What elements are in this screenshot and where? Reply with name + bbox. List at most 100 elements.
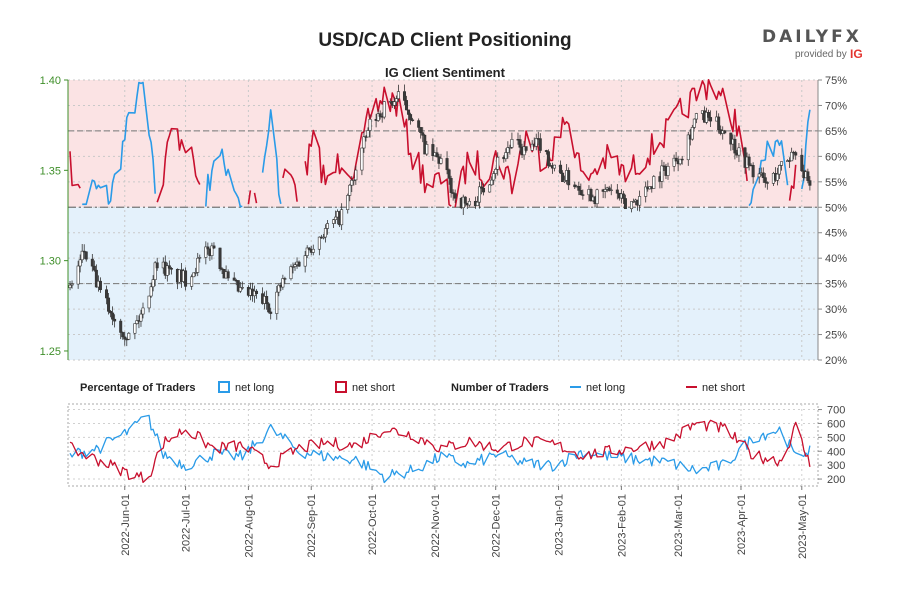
candle-down: [267, 303, 271, 313]
candle-up: [477, 186, 481, 203]
candle-up: [139, 313, 143, 322]
candle-down: [113, 318, 117, 322]
candle-down: [269, 311, 273, 314]
sentiment-tick-label: 45%: [825, 228, 847, 240]
candle-down: [763, 177, 767, 183]
candle-up: [660, 165, 664, 182]
provided-by-label: provided by: [795, 49, 847, 60]
candle-up: [530, 143, 534, 151]
candle-up: [475, 201, 479, 207]
candle-up: [508, 147, 512, 149]
candle-up: [293, 264, 297, 267]
candle-up: [305, 247, 309, 256]
traders-tick-label: 300: [827, 460, 845, 472]
candle-up: [382, 101, 386, 118]
candle-up: [563, 180, 567, 183]
candle-up: [506, 147, 510, 153]
candle-down: [453, 193, 457, 199]
candle-up: [196, 257, 200, 273]
candle-down: [567, 170, 571, 186]
sentiment-tick-label: 30%: [825, 304, 847, 316]
candle-down: [167, 265, 171, 269]
net-long-pct-line: [261, 109, 282, 204]
candle-down: [751, 165, 755, 178]
candle-up: [510, 139, 514, 148]
candle-down: [544, 150, 548, 152]
candle-up: [76, 265, 80, 285]
candle-up: [360, 147, 364, 171]
net-long-pct-line: [82, 81, 156, 206]
candle-down: [155, 262, 159, 269]
candle-up: [127, 332, 131, 340]
traders-tick-label: 500: [827, 432, 845, 444]
candle-down: [733, 138, 737, 154]
price-tick-label: 1.25: [40, 346, 61, 358]
net-short-pct-line: [282, 168, 298, 202]
candle-down: [445, 158, 449, 171]
candle-up: [394, 98, 398, 103]
date-axis: 2022-Jun-01 2022-Jul-01 2022-Aug-01 2022-Se…: [120, 486, 809, 559]
candle-up: [151, 279, 155, 288]
candle-up: [311, 248, 315, 253]
legend-pct-heading: Percentage of Traders: [80, 382, 196, 394]
candle-up: [609, 189, 613, 192]
date-tick-label: 2022-Jun-01: [120, 494, 132, 556]
date-tick-label: 2022-Nov-01: [430, 494, 442, 558]
candle-down: [169, 268, 173, 270]
date-tick-label: 2022-Sep-01: [306, 494, 318, 558]
sentiment-tick-label: 40%: [825, 253, 847, 265]
date-tick-label: 2022-Dec-01: [491, 494, 503, 558]
candle-up: [165, 265, 169, 276]
candle-up: [368, 118, 372, 131]
candle-down: [806, 171, 810, 181]
candle-up: [334, 216, 338, 221]
candle-up: [354, 169, 358, 181]
candle-up: [362, 136, 366, 149]
candle-up: [321, 236, 325, 239]
traders-tick-label: 400: [827, 446, 845, 458]
candle-up: [494, 169, 498, 174]
date-tick-label: 2022-Jul-01: [181, 494, 193, 552]
dailyfx-logo: DAILYFX: [762, 27, 862, 47]
traders-tick-label: 200: [827, 474, 845, 486]
legend-num-heading: Number of Traders: [451, 382, 549, 394]
net-short-pct-line: [247, 190, 252, 205]
candle-down: [206, 246, 210, 250]
candle-up: [467, 200, 471, 206]
candle-up: [153, 262, 157, 280]
candle-down: [589, 189, 593, 202]
candle-up: [147, 295, 151, 309]
candle-down: [255, 290, 259, 294]
candle-up: [595, 189, 599, 205]
candle-down: [184, 270, 188, 287]
candle-down: [283, 278, 287, 280]
candle-up: [488, 184, 492, 193]
candle-down: [431, 144, 435, 157]
candle-down: [107, 297, 111, 312]
date-tick-label: 2023-Feb-01: [616, 494, 628, 557]
net-short-pct-line: [454, 79, 748, 208]
candle-down: [417, 120, 421, 128]
legend-num-short-label: net short: [702, 382, 745, 394]
date-tick-label: 2022-Aug-01: [243, 494, 255, 558]
price-tick-label: 1.40: [40, 75, 61, 87]
net-long-pct-line: [748, 139, 789, 207]
candle-up: [350, 179, 354, 186]
candle-up: [678, 158, 682, 165]
candle-up: [632, 201, 636, 203]
candle-up: [325, 223, 329, 229]
candle-down: [623, 198, 627, 210]
legend-pct-short-label: net short: [352, 382, 395, 394]
candle-up: [666, 165, 670, 176]
legend-pct-long-swatch: [218, 381, 230, 393]
candle-up: [346, 195, 350, 210]
legend: Percentage of Traders net long net short…: [80, 381, 745, 394]
candle-up: [240, 287, 244, 289]
chart-title: USD/CAD Client Positioning: [318, 30, 571, 51]
candle-down: [94, 269, 98, 288]
candle-up: [652, 176, 656, 189]
candle-up: [289, 266, 293, 280]
candle-up: [303, 255, 307, 267]
candle-up: [68, 284, 72, 289]
